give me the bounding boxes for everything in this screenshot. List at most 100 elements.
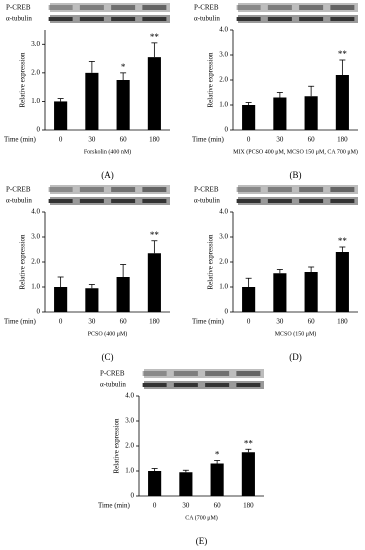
x-axis-label: Forskolin (400 nM) bbox=[84, 148, 131, 155]
blot-spot bbox=[48, 199, 73, 203]
blot-label: P-CREB bbox=[6, 186, 31, 194]
blot-spot bbox=[111, 199, 136, 203]
x-tick-label: 0 bbox=[247, 318, 251, 326]
panel: P-CREB α-tubulin 0 1.0 2.0 3.0 Relative expres… bbox=[4, 3, 170, 180]
blot-spot bbox=[173, 371, 198, 376]
y-axis-label: Relative expression bbox=[207, 52, 215, 108]
bar bbox=[85, 288, 99, 312]
blot-label: P-CREB bbox=[194, 186, 219, 194]
blot-spot bbox=[142, 187, 167, 192]
blot-label: α-tubulin bbox=[194, 15, 220, 23]
blot-spot bbox=[79, 17, 104, 21]
y-tick-label: 3.0 bbox=[219, 233, 228, 241]
y-axis-label: Relative expression bbox=[113, 418, 121, 474]
blot-band bbox=[50, 185, 170, 194]
x-axis-label: MCSO (150 μM) bbox=[275, 330, 317, 337]
blot-spot bbox=[330, 187, 355, 192]
x-tick-label: 0 bbox=[247, 136, 251, 144]
bar bbox=[116, 80, 130, 130]
y-tick-label: 4.0 bbox=[31, 208, 40, 216]
x-axis-prefix: Time (min) bbox=[98, 502, 130, 510]
significance-label: ** bbox=[338, 49, 348, 59]
y-tick-label: 2.0 bbox=[31, 258, 40, 266]
bar bbox=[179, 472, 193, 496]
significance-label: ** bbox=[150, 230, 160, 240]
x-tick-label: 0 bbox=[153, 502, 157, 510]
x-tick-label: 30 bbox=[182, 502, 190, 510]
panel-label: (B) bbox=[290, 170, 302, 180]
blot-spot bbox=[111, 17, 136, 21]
blot-spot bbox=[236, 199, 261, 203]
bar bbox=[242, 105, 256, 130]
bar bbox=[273, 97, 287, 130]
blot-spot bbox=[79, 199, 104, 203]
blot-spot bbox=[48, 187, 73, 192]
bar bbox=[273, 273, 287, 312]
blot-spot bbox=[299, 187, 324, 192]
x-tick-label: 60 bbox=[120, 136, 128, 144]
x-axis-prefix: Time (min) bbox=[192, 136, 224, 144]
panel: P-CREB α-tubulin 0 1.0 2.0 3.0 4.0 Relative exp… bbox=[192, 3, 358, 180]
y-tick-label: 3.0 bbox=[31, 40, 40, 48]
blot-label: P-CREB bbox=[194, 4, 219, 12]
significance-label: ** bbox=[338, 236, 348, 246]
bar bbox=[335, 252, 349, 312]
blot-label: α-tubulin bbox=[6, 15, 32, 23]
blot-band bbox=[238, 15, 358, 23]
blot-spot bbox=[142, 371, 167, 376]
panel: P-CREB α-tubulin 0 1.0 2.0 3.0 4.0 Relative exp… bbox=[98, 369, 264, 546]
y-tick-label: 4.0 bbox=[219, 208, 228, 216]
y-tick-label: 3.0 bbox=[31, 233, 40, 241]
blot-spot bbox=[236, 187, 261, 192]
blot-spot bbox=[299, 17, 324, 21]
blot-spot bbox=[299, 199, 324, 203]
blot-band bbox=[238, 3, 358, 12]
bar bbox=[242, 287, 256, 312]
x-tick-label: 180 bbox=[337, 318, 348, 326]
x-axis-prefix: Time (min) bbox=[4, 136, 36, 144]
y-tick-label: 1.0 bbox=[31, 283, 40, 291]
significance-label: * bbox=[215, 450, 220, 460]
blot-spot bbox=[142, 383, 167, 387]
blot-label: α-tubulin bbox=[6, 197, 32, 205]
significance-label: ** bbox=[244, 438, 254, 448]
blot-label: α-tubulin bbox=[100, 381, 126, 389]
x-axis-label: MIX (PCSO 400 μM, MCSO 150 μM, CA 700 μM… bbox=[233, 148, 358, 155]
blot-spot bbox=[79, 5, 104, 10]
y-tick-label: 1.0 bbox=[31, 97, 40, 105]
y-tick-label: 3.0 bbox=[219, 51, 228, 59]
panel: P-CREB α-tubulin 0 1.0 2.0 3.0 4.0 Relative exp… bbox=[4, 185, 170, 362]
blot-band bbox=[144, 381, 264, 389]
blot-spot bbox=[267, 5, 292, 10]
y-tick-label: 2.0 bbox=[219, 76, 228, 84]
blot-spot bbox=[173, 383, 198, 387]
x-tick-label: 180 bbox=[149, 318, 160, 326]
blot-band bbox=[50, 197, 170, 205]
y-tick-label: 4.0 bbox=[219, 26, 228, 34]
significance-label: * bbox=[121, 62, 126, 72]
panel-label: (D) bbox=[289, 352, 302, 362]
y-tick-label: 1.0 bbox=[125, 467, 134, 475]
blot-spot bbox=[205, 383, 230, 387]
bar bbox=[85, 72, 99, 130]
blot-band bbox=[144, 369, 264, 378]
y-tick-label: 0 bbox=[37, 308, 41, 316]
y-axis-label: Relative expression bbox=[207, 234, 215, 290]
blot-spot bbox=[142, 17, 167, 21]
y-tick-label: 0 bbox=[131, 492, 135, 500]
bar bbox=[304, 272, 318, 312]
x-axis-label: PCSO (400 μM) bbox=[88, 330, 128, 337]
bar bbox=[116, 277, 130, 312]
x-tick-label: 0 bbox=[59, 136, 63, 144]
x-axis-prefix: Time (min) bbox=[192, 318, 224, 326]
panel: P-CREB α-tubulin 0 1.0 2.0 3.0 4.0 Relative exp… bbox=[192, 185, 358, 362]
x-axis-prefix: Time (min) bbox=[4, 318, 36, 326]
blot-spot bbox=[330, 17, 355, 21]
x-axis-label: CA (700 μM) bbox=[185, 514, 218, 521]
bar bbox=[147, 253, 161, 312]
y-tick-label: 0 bbox=[225, 308, 229, 316]
x-tick-label: 180 bbox=[243, 502, 254, 510]
y-tick-label: 0 bbox=[225, 126, 229, 134]
panel-label: (C) bbox=[102, 352, 114, 362]
